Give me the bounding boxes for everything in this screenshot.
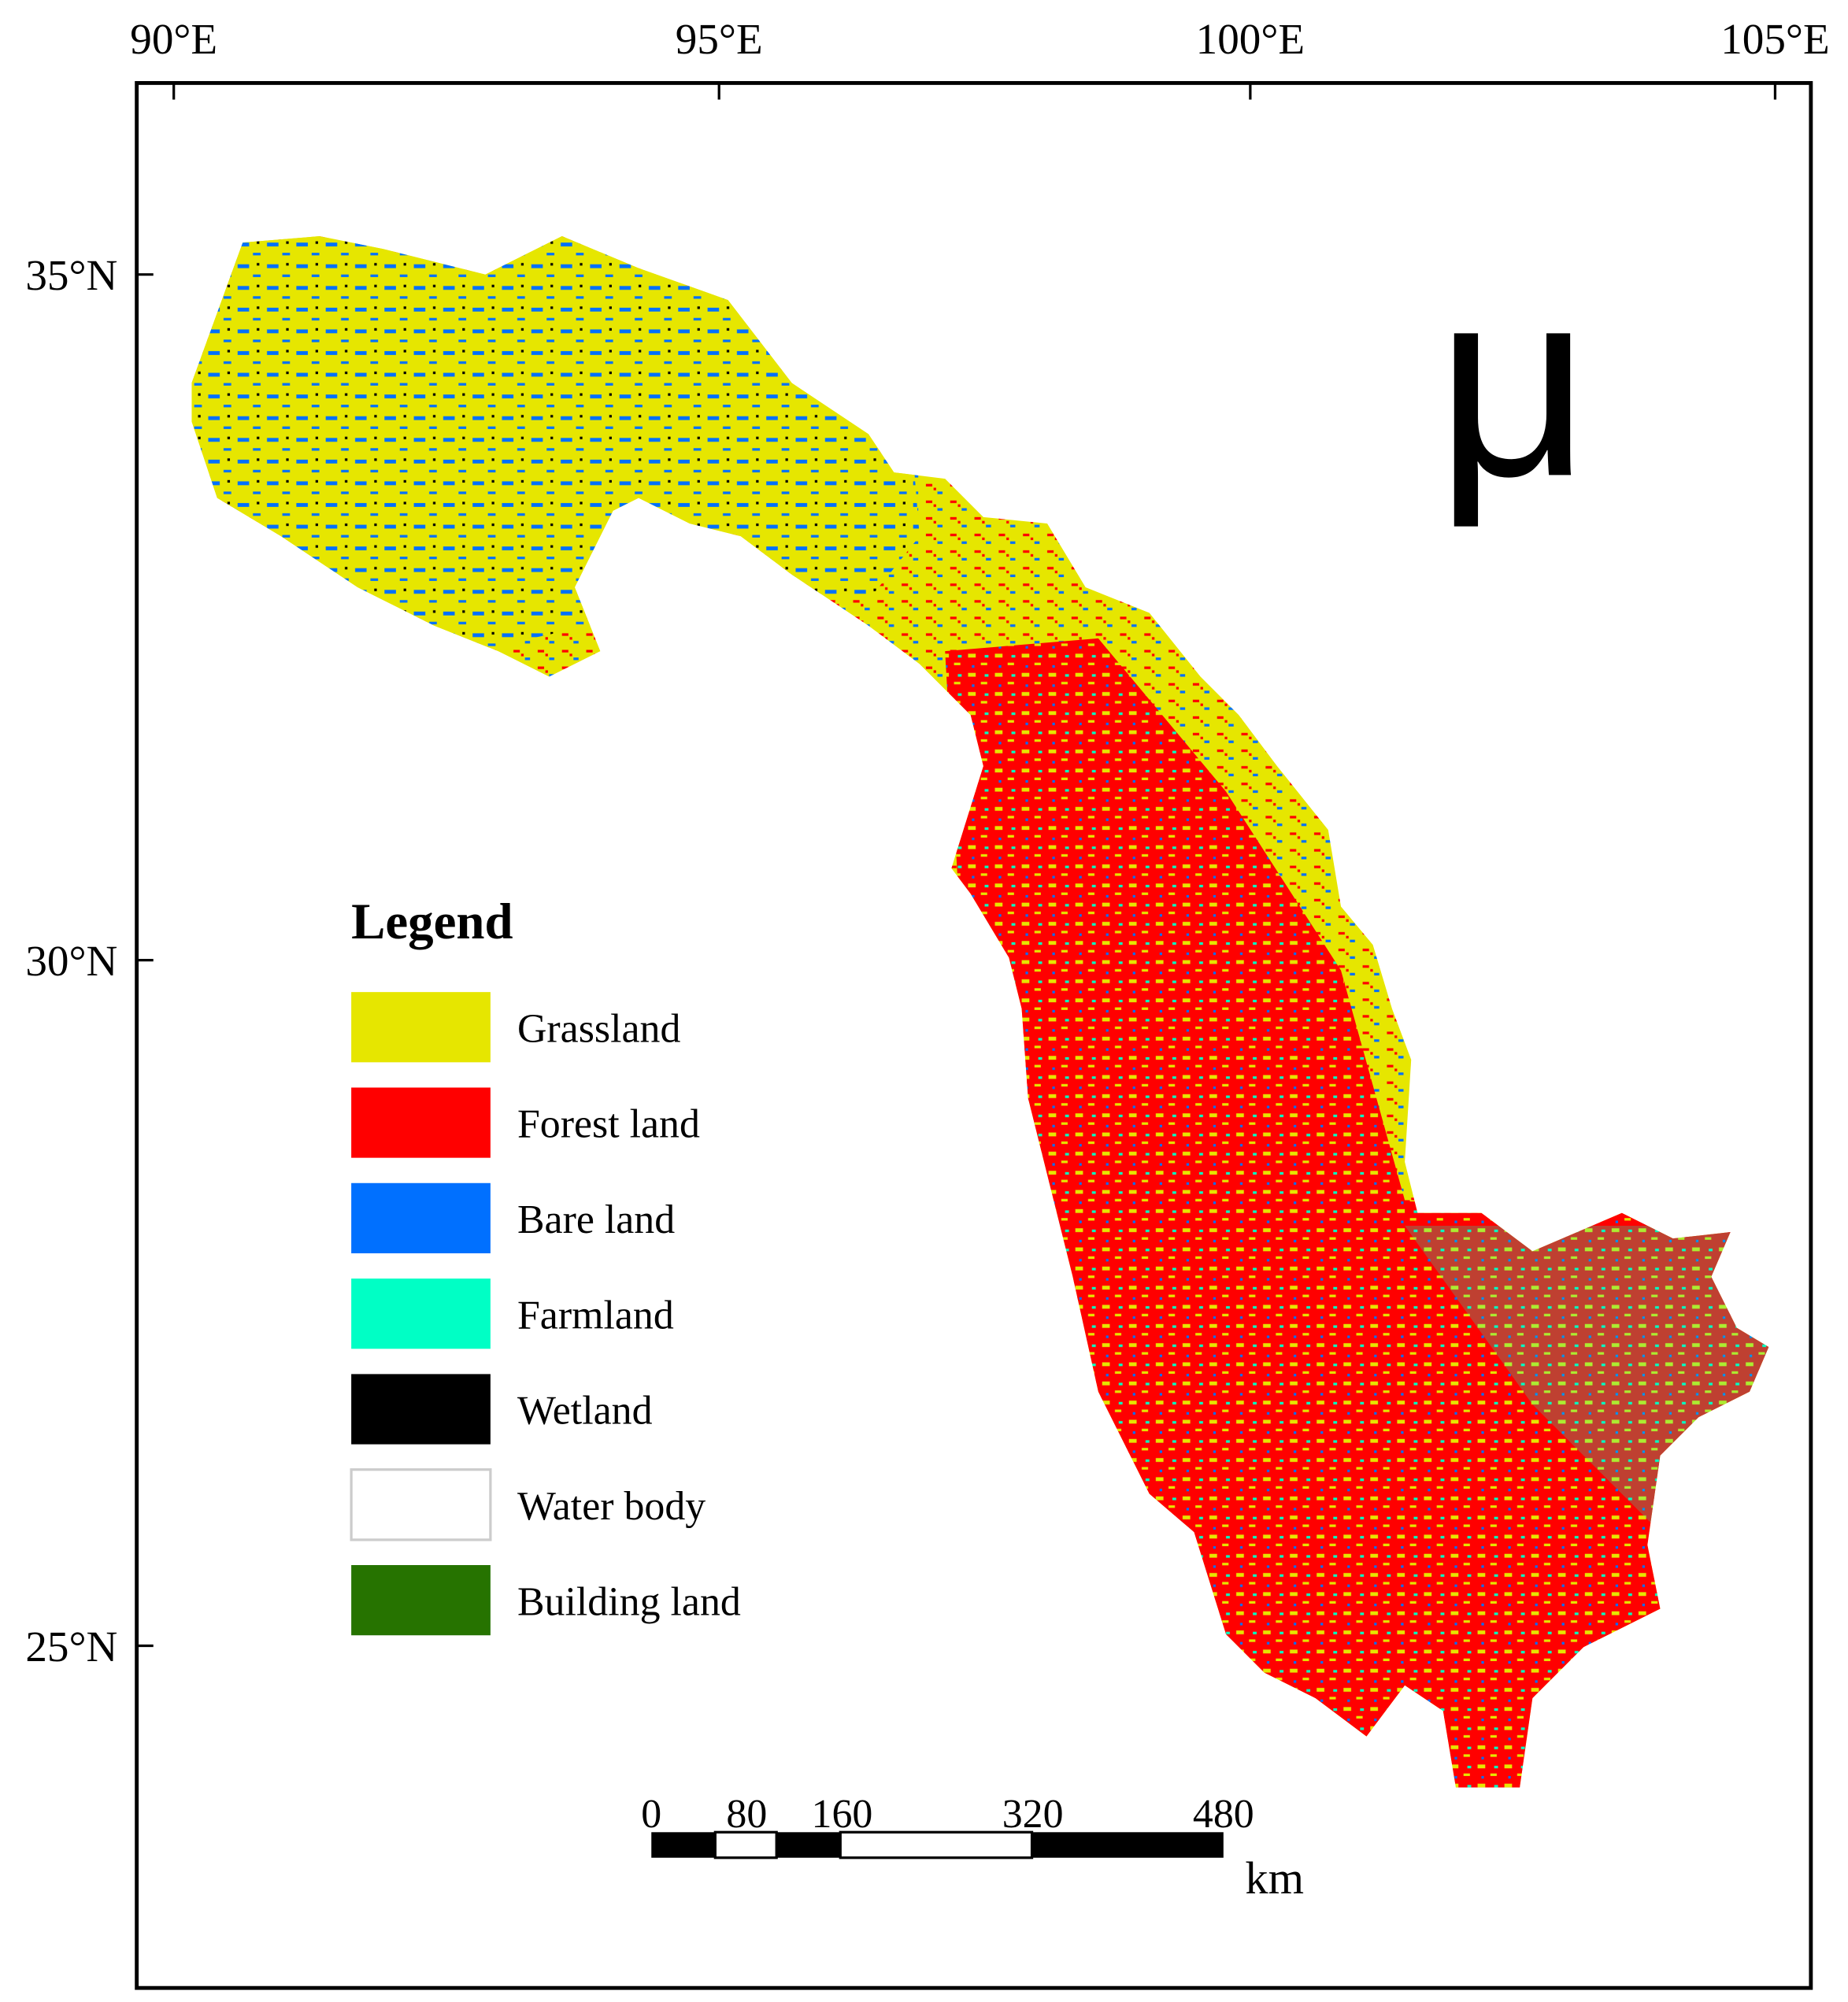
- latitude-label: 30°N: [25, 937, 117, 985]
- latitude-label: 35°N: [25, 251, 117, 299]
- longitude-label: 100°E: [1196, 15, 1305, 63]
- legend-label: Grassland: [517, 1006, 681, 1051]
- frame: [135, 80, 1813, 1990]
- legend-label: Forest land: [517, 1102, 700, 1147]
- legend-label: Wetland: [517, 1389, 653, 1434]
- legend-label: Building land: [517, 1579, 741, 1624]
- scale-label: 160: [812, 1792, 873, 1837]
- legend-swatch: [351, 1087, 491, 1158]
- longitude-label: 105°E: [1720, 15, 1829, 63]
- longitude-label: 90°E: [130, 15, 217, 63]
- legend-swatch: [350, 1468, 492, 1541]
- legend-swatch: [351, 1279, 491, 1349]
- scale-label: 320: [1002, 1792, 1064, 1837]
- legend-title: Legend: [351, 894, 513, 950]
- north-symbol: μ: [1436, 233, 1591, 532]
- scale-label: 80: [726, 1792, 767, 1837]
- legend-label: Bare land: [517, 1197, 675, 1242]
- legend-label: Farmland: [517, 1293, 674, 1338]
- legend-swatch: [351, 1565, 491, 1636]
- scale-bar: [651, 1830, 1224, 1860]
- scale-label: 480: [1193, 1792, 1254, 1837]
- scale-unit: km: [1245, 1852, 1304, 1904]
- legend-swatch: [351, 1374, 491, 1445]
- longitude-label: 95°E: [676, 15, 763, 63]
- legend-label: Water body: [517, 1484, 705, 1529]
- scale-label: 0: [641, 1792, 661, 1837]
- latitude-label: 25°N: [25, 1623, 117, 1671]
- legend-swatch: [351, 992, 491, 1063]
- legend-swatch: [351, 1182, 491, 1253]
